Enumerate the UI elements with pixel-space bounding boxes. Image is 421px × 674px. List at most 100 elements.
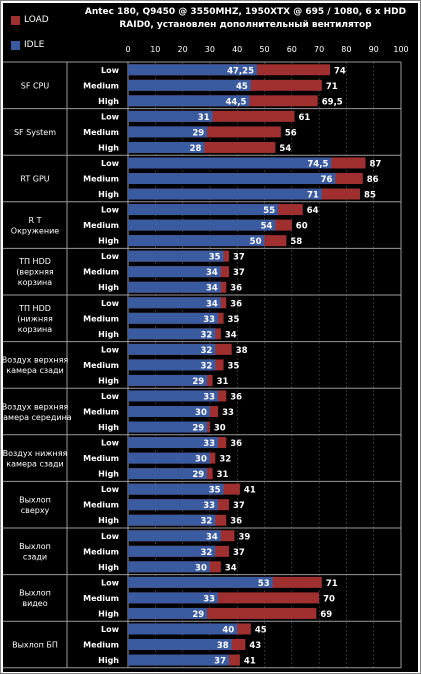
load-value-label: 69	[320, 610, 332, 620]
level-label: Low	[101, 625, 120, 634]
load-value-label: 85	[364, 191, 376, 201]
group-label-line: ТП HDD	[18, 257, 51, 266]
load-value-label: 33	[222, 408, 234, 418]
level-label: Low	[101, 252, 120, 261]
load-value-label: 34	[225, 563, 237, 573]
x-tick-label: 0	[125, 45, 130, 54]
idle-value-label: 33	[203, 315, 215, 325]
load-value-label: 31	[217, 377, 229, 387]
load-value-label: 87	[370, 159, 382, 169]
idle-bar	[128, 188, 322, 200]
load-value-label: 43	[249, 641, 261, 651]
idle-bar	[128, 173, 336, 184]
idle-value-label: 44,5	[226, 97, 247, 107]
idle-bar	[128, 514, 216, 526]
idle-value-label: 32	[201, 361, 213, 371]
idle-bar	[128, 219, 276, 231]
load-value-label: 30	[214, 424, 226, 434]
level-label: Medium	[83, 547, 119, 556]
x-tick-label: 80	[341, 45, 351, 54]
load-value-label: 36	[230, 517, 242, 527]
idle-bar	[128, 468, 208, 480]
idle-value-label: 29	[192, 470, 204, 480]
level-label: High	[98, 516, 119, 525]
load-value-label: 41	[244, 486, 256, 496]
load-value-label: 56	[285, 128, 297, 138]
idle-value-label: 32	[201, 330, 213, 340]
group-label-line: сверху	[21, 506, 50, 515]
idle-value-label: 32	[201, 548, 213, 558]
legend-label-idle: IDLE	[24, 40, 45, 50]
load-bar	[128, 607, 317, 619]
idle-value-label: 30	[195, 563, 207, 573]
x-tick-label: 10	[150, 45, 160, 54]
idle-value-label: 38	[217, 641, 229, 651]
idle-bar	[128, 623, 238, 635]
idle-bar	[128, 266, 221, 278]
idle-value-label: 29	[192, 128, 204, 138]
load-value-label: 38	[236, 346, 248, 356]
group-label-line: Выхлоп	[19, 495, 51, 504]
idle-bar	[128, 281, 221, 293]
level-label: Medium	[83, 361, 119, 370]
idle-value-label: 37	[214, 657, 226, 667]
chart-title-line-1: Antec 180, Q9450 @ 3550MHZ, 1950XTX @ 69…	[84, 7, 407, 17]
idle-value-label: 29	[192, 377, 204, 387]
idle-value-label: 32	[201, 346, 213, 356]
idle-bar	[128, 499, 219, 511]
idle-value-label: 50	[250, 237, 262, 247]
idle-value-label: 76	[321, 175, 333, 185]
level-label: High	[98, 609, 119, 618]
chart-panel: LOAD IDLE Antec 180, Q9450 @ 3550MHZ, 19…	[3, 3, 418, 672]
level-label: Low	[101, 206, 120, 215]
level-label: High	[98, 143, 119, 152]
load-value-label: 41	[244, 657, 256, 667]
load-value-label: 64	[307, 206, 319, 216]
idle-bar	[128, 250, 224, 262]
idle-bar	[128, 592, 219, 604]
level-label: Medium	[83, 175, 119, 184]
idle-value-label: 55	[263, 206, 275, 216]
idle-value-label: 33	[203, 392, 215, 402]
load-value-label: 58	[290, 237, 302, 247]
level-label: High	[98, 283, 119, 292]
idle-bar	[128, 483, 224, 495]
load-value-label: 61	[299, 113, 311, 123]
chart-title-line-2: RAID0, установлен дополнительный вентиля…	[119, 20, 372, 30]
level-label: Medium	[83, 501, 119, 510]
idle-bar	[128, 406, 210, 417]
load-value-label: 54	[279, 144, 291, 154]
level-label: Medium	[83, 128, 119, 137]
level-label: High	[98, 470, 119, 479]
group-label-line: R T	[29, 216, 42, 225]
idle-bar	[128, 452, 210, 464]
group-label-line: камера сзади	[6, 366, 64, 375]
level-label: Low	[101, 578, 120, 587]
level-label: Low	[101, 392, 120, 401]
level-label: High	[98, 656, 119, 665]
level-label: Low	[101, 485, 120, 494]
idle-bar	[128, 95, 250, 107]
level-label: Low	[101, 112, 120, 121]
x-tick-label: 70	[314, 45, 324, 54]
idle-bar	[128, 235, 265, 247]
group-label-line: ТП HDD	[18, 304, 51, 313]
idle-value-label: 34	[206, 299, 218, 309]
legend-label-load: LOAD	[24, 15, 49, 25]
load-value-label: 71	[326, 82, 338, 92]
idle-value-label: 53	[258, 579, 270, 589]
load-value-label: 36	[230, 392, 242, 402]
group-label-line: Воздух верхняя	[3, 356, 68, 365]
load-value-label: 45	[255, 625, 267, 635]
idle-value-label: 34	[206, 284, 218, 294]
level-label: High	[98, 97, 119, 106]
idle-bar	[128, 576, 273, 588]
group-label-line: Выхлоп	[19, 589, 51, 598]
idle-bar	[128, 312, 219, 324]
idle-value-label: 30	[195, 408, 207, 418]
load-value-label: 34	[225, 330, 237, 340]
load-value-label: 86	[367, 175, 379, 185]
level-label: Medium	[83, 314, 119, 323]
idle-bar	[128, 110, 213, 122]
